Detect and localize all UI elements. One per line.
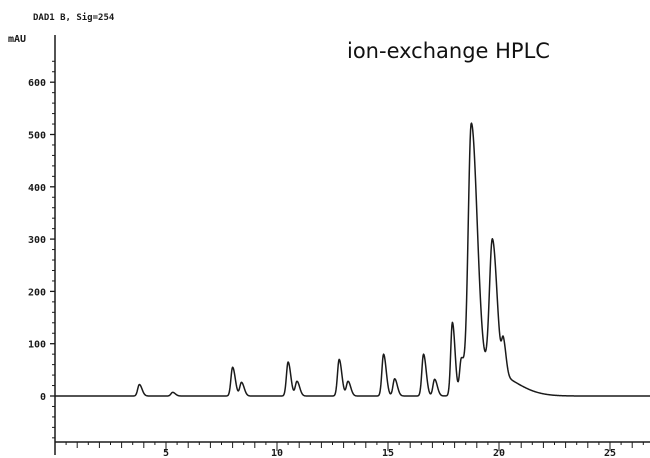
peak-markers [138, 131, 504, 394]
x-tick-label: 20 [493, 448, 505, 458]
peak-point [393, 378, 395, 380]
peak-point [433, 378, 435, 380]
peak-point [382, 353, 384, 355]
x-axis-ticks: 5 10 15 20 25 [54, 442, 644, 458]
y-tick-label: 600 [28, 78, 46, 89]
y-tick-label: 200 [28, 287, 46, 298]
peak-point [491, 261, 493, 263]
peak-point [240, 381, 242, 383]
peak-point [296, 380, 298, 382]
peak-point [171, 391, 173, 393]
y-tick-label: 300 [28, 235, 46, 246]
peak-point [422, 353, 424, 355]
y-tick-label: 100 [28, 340, 46, 351]
chromatogram-line [54, 122, 650, 397]
y-axis-unit-label: mAU [8, 34, 26, 45]
y-tick-label: 500 [28, 131, 46, 142]
peak-point [470, 131, 472, 133]
chart-title: ion-exchange HPLC [347, 39, 550, 63]
x-tick-label: 15 [382, 448, 394, 458]
chromatogram-trace [54, 122, 650, 397]
peak-point [502, 363, 504, 365]
y-tick-label: 400 [28, 183, 46, 194]
peak-point [287, 361, 289, 363]
peak-point [338, 358, 340, 360]
detector-header: DAD1 B, Sig=254 [33, 12, 115, 23]
peak-point [451, 322, 453, 324]
peak-point [460, 361, 462, 363]
y-axis-ticks: 0 100 200 300 400 500 600 [28, 60, 55, 439]
x-tick-label: 10 [271, 448, 283, 458]
peak-point [347, 380, 349, 382]
peak-point [138, 383, 140, 385]
x-tick-label: 25 [604, 448, 616, 458]
y-tick-label: 0 [40, 392, 46, 403]
x-tick-label: 5 [163, 448, 169, 458]
peak-point [231, 366, 233, 368]
